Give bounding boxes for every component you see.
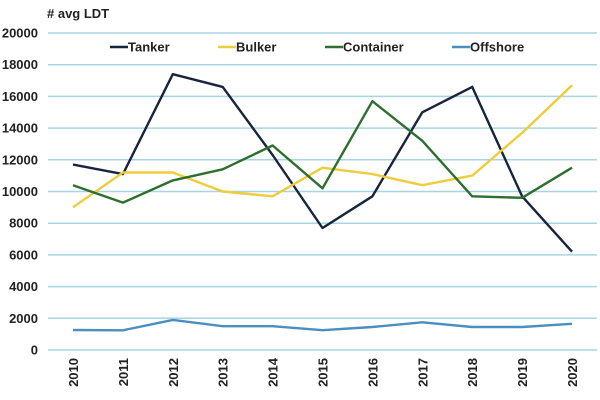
x-tick-labels: 2010 2011 2012 2013 2014 2015 2016 2017 2018 2019… [66, 357, 580, 387]
y-tick-label: 8000 [9, 216, 38, 231]
y-tick-label: 12000 [2, 152, 38, 167]
series-line-tanker [72, 72, 573, 253]
legend-label: Offshore [470, 40, 524, 55]
y-axis-label: # avg LDT [47, 6, 109, 21]
x-tick-label: 2020 [565, 358, 580, 387]
y-tick-label: 6000 [9, 247, 38, 262]
x-tick-label: 2011 [116, 358, 131, 386]
series-line-bulker [72, 84, 573, 209]
y-tick-labels: 0 2000 4000 6000 8000 10000 12000 14000 16000 180… [2, 26, 38, 358]
y-tick-label: 18000 [2, 57, 38, 72]
y-tick-label: 10000 [2, 184, 38, 199]
y-tick-label: 0 [31, 343, 38, 358]
x-tick-label: 2018 [465, 358, 480, 387]
y-tick-label: 4000 [9, 279, 38, 294]
y-tick-label: 2000 [9, 311, 38, 326]
x-tick-label: 2013 [216, 358, 231, 387]
x-tick-label: 2010 [66, 358, 81, 387]
series-line-offshore [72, 318, 573, 332]
legend-item-offshore: Offshore [452, 40, 524, 55]
legend-item-bulker: Bulker [218, 40, 276, 55]
legend-item-container: Container [325, 40, 404, 55]
x-tick-label: 2019 [515, 358, 530, 387]
gridlines [48, 32, 597, 351]
x-tick-label: 2012 [166, 358, 181, 387]
legend-label: Tanker [128, 40, 170, 55]
legend-label: Bulker [236, 40, 276, 55]
x-tick-label: 2017 [415, 358, 430, 387]
x-tick-label: 2016 [365, 358, 380, 387]
legend: Tanker Bulker Container Offshore [110, 40, 524, 55]
y-tick-label: 16000 [2, 89, 38, 104]
x-tick-label: 2014 [266, 357, 281, 387]
y-tick-label: 14000 [2, 121, 38, 136]
y-tick-label: 20000 [2, 26, 38, 41]
x-tick-label: 2015 [316, 358, 331, 387]
legend-label: Container [343, 40, 404, 55]
legend-item-tanker: Tanker [110, 40, 170, 55]
series-lines [72, 72, 573, 332]
series-line-container [72, 99, 573, 204]
